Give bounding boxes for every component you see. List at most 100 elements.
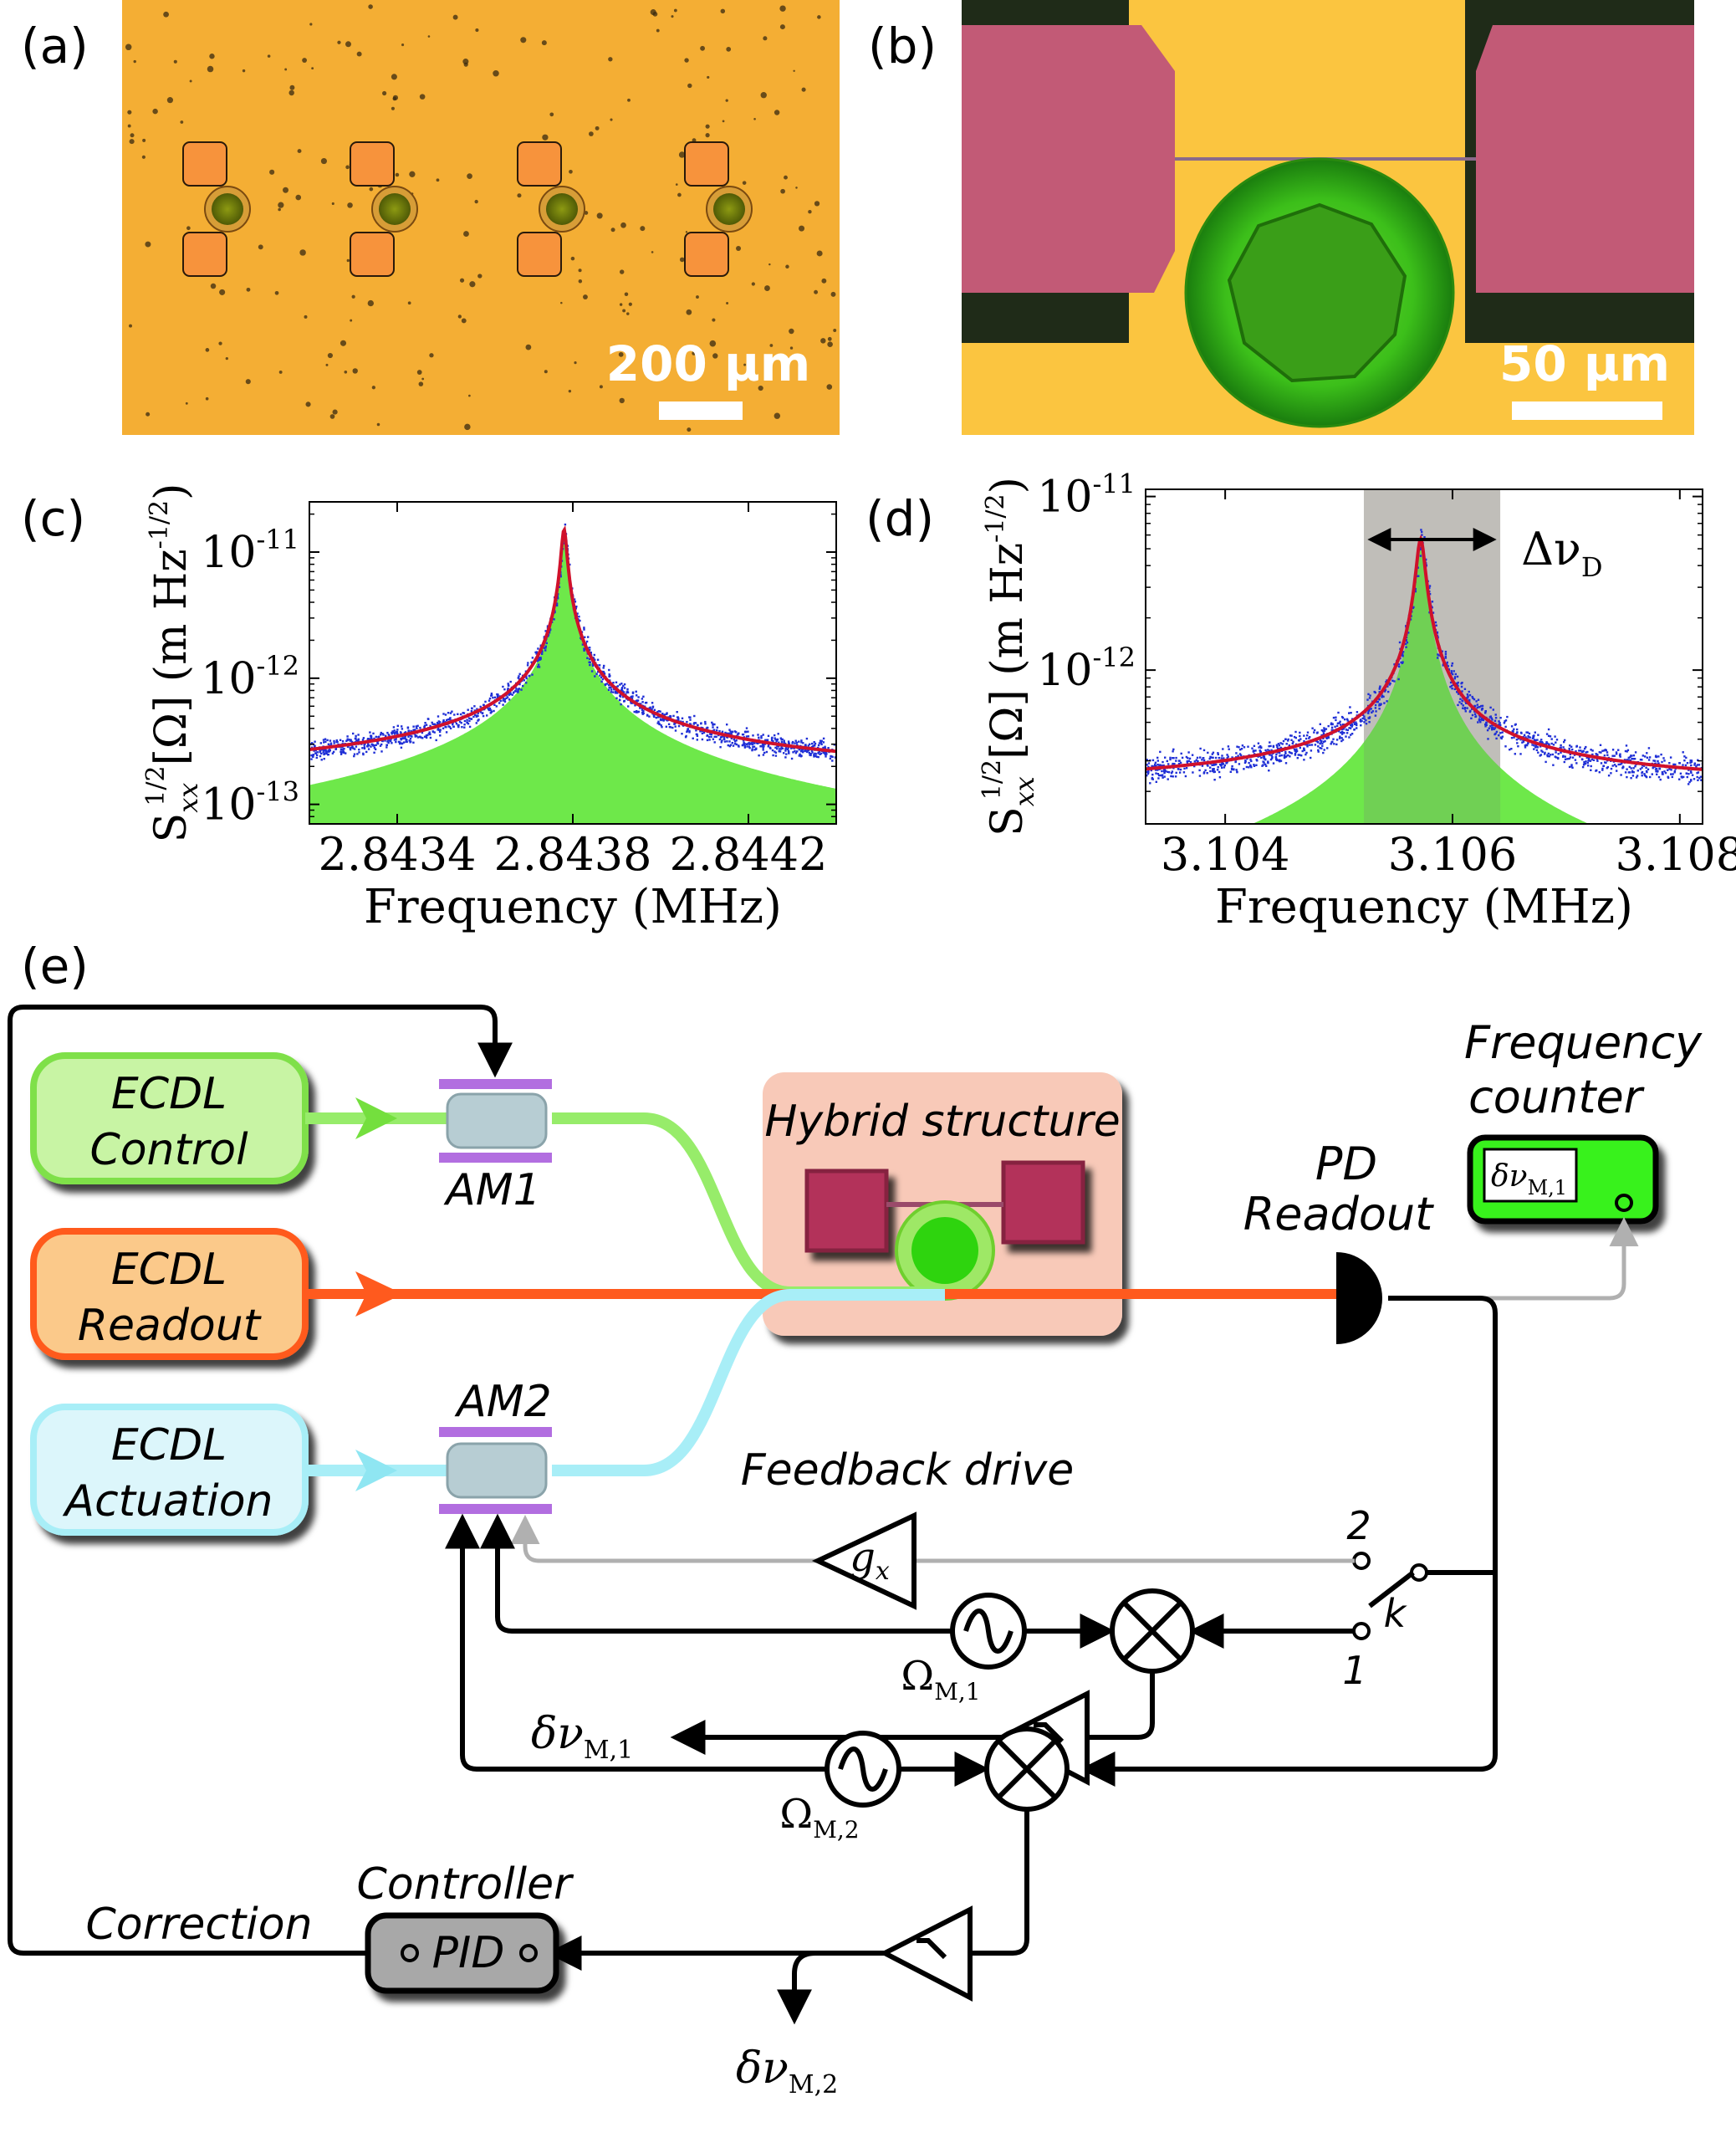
dust-speck: [751, 282, 755, 286]
data-point: [1457, 703, 1459, 707]
data-point: [619, 695, 622, 698]
data-point: [1368, 709, 1371, 712]
data-point: [1218, 763, 1222, 766]
data-point: [1616, 770, 1618, 772]
data-point: [1204, 769, 1207, 772]
data-point: [1322, 751, 1325, 754]
data-point: [1262, 760, 1264, 763]
data-point: [1547, 752, 1550, 755]
metal-pad-left: [962, 25, 1175, 293]
data-point: [1323, 749, 1325, 751]
data-point: [355, 734, 357, 738]
data-point: [1591, 749, 1594, 752]
data-point: [1153, 763, 1156, 766]
data-point: [1663, 759, 1666, 762]
data-point: [1198, 775, 1202, 777]
data-point: [437, 729, 439, 731]
data-point: [1540, 739, 1543, 741]
data-point: [749, 742, 752, 744]
mixer-1: [1110, 1588, 1195, 1674]
data-point: [518, 678, 521, 680]
data-point: [1202, 757, 1205, 759]
data-point: [1606, 765, 1609, 769]
data-point: [1533, 739, 1536, 741]
data-point: [1596, 754, 1598, 756]
data-point: [1491, 719, 1493, 721]
data-point: [452, 723, 454, 726]
dust-speck: [793, 69, 795, 72]
data-point: [822, 741, 825, 744]
data-point: [1447, 665, 1449, 667]
data-point: [509, 680, 512, 683]
data-point: [1376, 700, 1378, 703]
data-point: [319, 754, 322, 758]
data-point: [1363, 715, 1366, 718]
data-point: [1250, 759, 1253, 763]
data-point: [502, 699, 504, 702]
data-point: [1257, 742, 1260, 744]
data-point: [591, 664, 595, 667]
dust-speck: [608, 57, 613, 62]
data-point: [1528, 736, 1530, 739]
data-point: [468, 719, 471, 723]
data-point: [687, 728, 689, 731]
data-point: [1552, 764, 1555, 766]
data-point: [1488, 727, 1490, 729]
data-point: [1687, 773, 1690, 775]
data-point: [1386, 679, 1388, 682]
pad-top: [684, 141, 729, 187]
data-point: [1644, 755, 1647, 758]
data-point: [452, 725, 455, 728]
data-point: [424, 722, 426, 724]
data-point: [425, 736, 428, 739]
dust-speck: [392, 96, 397, 101]
data-point: [1264, 758, 1267, 760]
data-point: [1378, 687, 1381, 689]
data-point: [1569, 744, 1571, 747]
data-point: [340, 750, 342, 753]
dust-speck: [764, 285, 770, 291]
data-point: [814, 754, 817, 758]
data-point: [1690, 760, 1693, 764]
data-point: [1381, 694, 1384, 698]
data-point: [1279, 760, 1281, 763]
data-point: [1202, 772, 1205, 775]
data-point: [1471, 708, 1473, 710]
data-point: [651, 708, 653, 711]
data-point: [1562, 755, 1565, 758]
data-point: [777, 733, 779, 735]
data-point: [762, 734, 764, 736]
data-point: [1691, 774, 1694, 776]
data-point: [1368, 717, 1371, 719]
dust-speck: [267, 54, 271, 58]
data-point: [357, 738, 360, 740]
data-point: [1344, 718, 1346, 721]
data-point: [1690, 771, 1693, 774]
data-point: [1670, 769, 1672, 771]
data-point: [1657, 759, 1659, 763]
data-point: [1569, 753, 1571, 756]
data-point: [1378, 708, 1381, 710]
data-point: [329, 742, 333, 744]
data-point: [314, 745, 316, 748]
data-point: [700, 722, 702, 725]
data-point: [1485, 724, 1488, 726]
data-point: [423, 725, 426, 729]
dust-speck: [596, 212, 603, 219]
dust-speck: [671, 15, 674, 18]
data-point: [1601, 749, 1604, 752]
data-point: [686, 730, 688, 734]
pad-bottom: [684, 232, 729, 277]
data-point: [753, 742, 756, 744]
data-point: [448, 725, 451, 729]
data-point: [364, 743, 366, 745]
data-point: [728, 732, 730, 735]
dust-speck: [720, 8, 726, 14]
data-point: [791, 740, 794, 744]
data-point: [1492, 728, 1494, 730]
data-point: [343, 747, 345, 750]
data-point: [1585, 751, 1587, 754]
data-point: [751, 742, 753, 744]
x-axis-label: Frequency (MHz): [1215, 880, 1633, 934]
data-point: [1478, 718, 1481, 720]
